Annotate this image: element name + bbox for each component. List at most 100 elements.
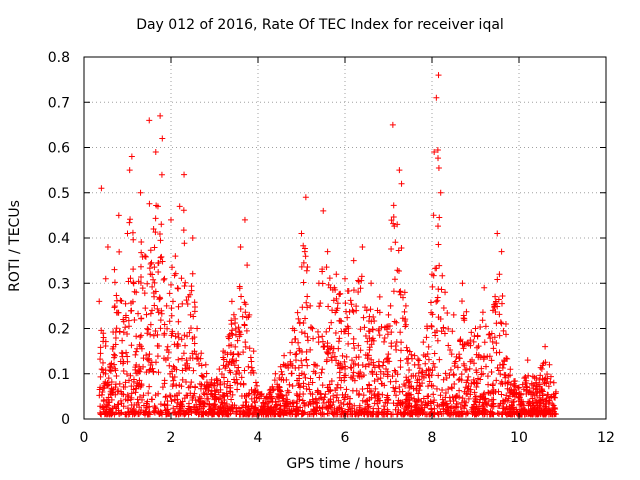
data-point [167,281,174,288]
data-point [364,355,371,362]
data-point [169,328,176,335]
data-point [293,350,300,357]
data-point [202,361,209,368]
data-point [241,321,248,328]
data-point [310,335,317,342]
data-point [511,382,518,389]
x-tick-label: 2 [167,430,176,446]
data-point [445,342,452,349]
data-point [96,392,103,399]
data-point [357,369,364,376]
data-point [430,212,437,219]
data-point [175,356,182,363]
data-point [393,346,400,353]
data-point [391,388,398,395]
data-point [359,385,366,392]
data-point [262,395,269,402]
data-point [188,283,195,290]
y-tick-label: 0.8 [48,50,70,66]
data-point [403,403,410,410]
data-point [344,393,351,400]
data-point [504,379,511,386]
data-point [405,410,412,417]
data-point [147,362,154,369]
data-point [277,363,284,370]
data-point [321,343,328,350]
data-point [107,363,114,370]
data-point [144,356,151,363]
data-point [494,410,501,417]
data-point [477,354,484,361]
data-point [497,319,504,326]
data-point [150,332,157,339]
data-point [495,367,502,374]
data-point [118,349,125,356]
data-point [323,358,330,365]
data-point [127,216,134,223]
data-point [203,370,210,377]
data-point [286,381,293,388]
data-point [493,340,500,347]
data-point [147,247,154,254]
data-point [507,388,514,395]
data-point [435,286,442,293]
data-point [115,410,122,417]
data-point [474,344,481,351]
data-point [456,387,463,394]
data-point [125,278,132,285]
data-point [328,354,335,361]
data-point [344,401,351,408]
data-point [307,302,314,309]
data-point [395,247,402,254]
data-point [414,406,421,413]
data-point [425,356,432,363]
data-point [124,331,131,338]
data-point [252,379,259,386]
data-point [98,185,105,192]
data-point [251,386,258,393]
data-point [488,411,495,418]
data-point [338,318,345,325]
data-point [221,392,228,399]
data-point [154,331,161,338]
data-point [357,347,364,354]
data-point [445,386,452,393]
data-point [162,356,169,363]
data-point [552,390,559,397]
data-point [232,325,239,332]
data-point [179,376,186,383]
data-point [276,411,283,418]
data-point [192,406,199,413]
data-point [97,356,104,363]
data-point [491,304,498,311]
data-point [234,337,241,344]
data-point [355,392,362,399]
data-point [146,367,153,374]
data-point [128,394,135,401]
data-point [541,410,548,417]
data-point [307,400,314,407]
data-point [187,383,194,390]
data-point [319,382,326,389]
data-point [172,253,179,260]
data-point [481,284,488,291]
data-point [180,350,187,357]
data-point [377,375,384,382]
data-point [302,253,309,260]
data-point [380,408,387,415]
data-point [137,279,144,286]
data-point [325,405,332,412]
data-point [300,279,307,286]
data-point [225,411,232,418]
data-point [183,297,190,304]
data-point [299,397,306,404]
data-point [153,202,160,209]
data-point [155,390,162,397]
data-point [507,366,514,373]
data-point [186,329,193,336]
data-point [448,403,455,410]
data-point [329,402,336,409]
data-point [387,378,394,385]
data-point [233,357,240,364]
data-point [198,381,205,388]
